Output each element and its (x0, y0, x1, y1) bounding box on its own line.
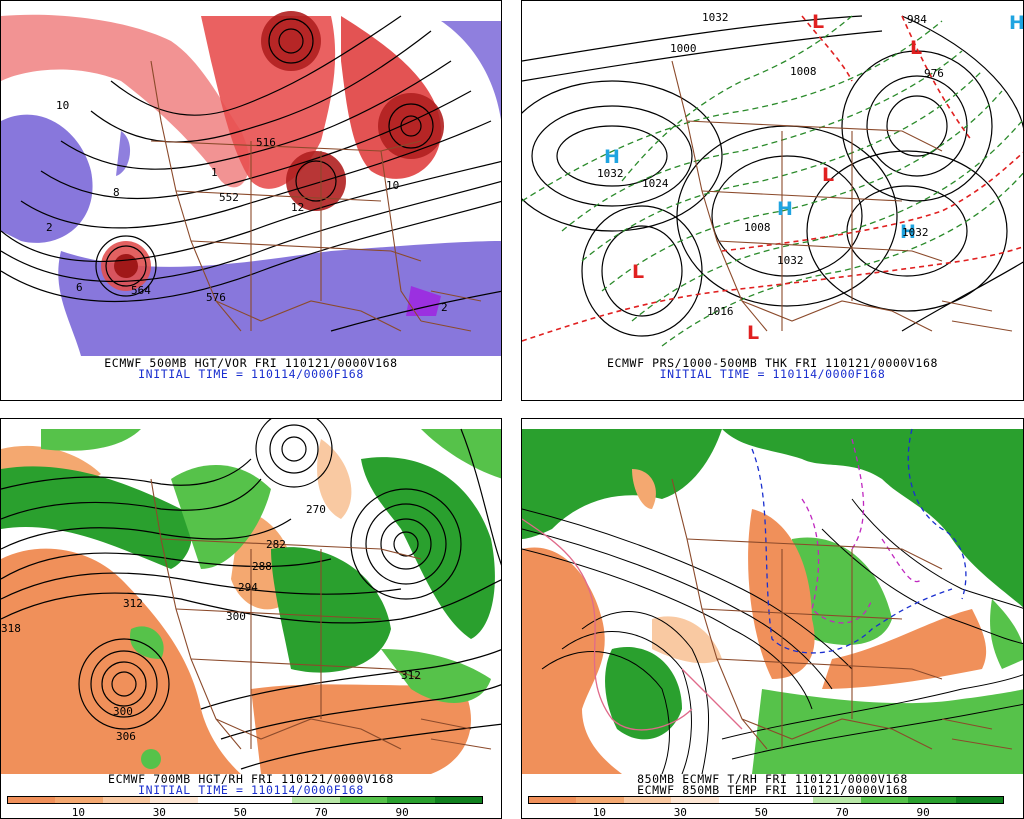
colorbar-swatch (8, 797, 56, 803)
colorbar-tick: 10 (71, 806, 86, 819)
map-label: 564 (131, 284, 151, 297)
low-pressure-marker: L (812, 11, 824, 33)
height-label: 270 (306, 503, 326, 516)
height-label: 294 (238, 581, 258, 594)
isobar-label: 1016 (707, 305, 734, 318)
colorbar-swatch (102, 797, 151, 803)
colorbar-swatch (860, 797, 909, 803)
high-pressure-marker: H (900, 221, 916, 243)
colorbar-tick: 50 (754, 806, 768, 819)
colorbar-swatch (576, 797, 624, 803)
colorbar-swatch (718, 797, 767, 803)
colorbar-swatch (197, 797, 246, 803)
colorbar-ticks: 10 30 50 70 90 (7, 806, 483, 818)
panel-500mb-hgt-vor: 10 8 2 6 564 576 552 516 12 2 1 10 ECMWF… (0, 0, 502, 401)
high-pressure-marker: H (777, 198, 793, 220)
isobar-label: 984 (907, 13, 927, 26)
map-label: 12 (291, 201, 304, 214)
colorbar-tick: 10 (592, 806, 607, 819)
map-label: 516 (256, 136, 276, 149)
map-label: 8 (113, 186, 120, 199)
map-label: 10 (56, 99, 69, 112)
map-label: 576 (206, 291, 226, 304)
map-label: 2 (46, 221, 53, 234)
panel-caption: ECMWF 700MB HGT/RH FRI 110121/0000V168 (108, 772, 394, 786)
isobar-label: 1032 (777, 254, 804, 267)
colorbar-swatch (387, 797, 435, 803)
height-label: 300 (226, 610, 246, 623)
high-pressure-marker: H (1009, 12, 1024, 34)
low-pressure-marker: L (910, 37, 922, 59)
panel-initial-time: INITIAL TIME = 110114/0000F168 (138, 367, 364, 381)
height-label: 318 (1, 622, 21, 635)
panel-prs-thickness: H H H H L L L L L 1032 1024 1000 1008 10… (521, 0, 1024, 401)
rh-colorbar (7, 796, 483, 804)
isobar-label: 1032 (597, 167, 624, 180)
colorbar-tick: 30 (673, 806, 687, 819)
isobar-label: 1024 (642, 177, 669, 190)
colorbar-swatch (55, 797, 103, 803)
colorbar-swatch (339, 797, 388, 803)
colorbar-swatch (150, 797, 198, 803)
height-label: 288 (252, 560, 272, 573)
isobar-label: 976 (924, 67, 944, 80)
panel-850mb-t-rh: 850MB ECMWF T/RH FRI 110121/0000V168 ECM… (521, 418, 1024, 819)
colorbar-swatch (434, 797, 483, 803)
panel-caption: ECMWF 500MB HGT/VOR FRI 110121/0000V168 (104, 356, 398, 370)
colorbar-swatch (623, 797, 672, 803)
colorbar-tick: 50 (233, 806, 247, 819)
colorbar-swatch (766, 797, 814, 803)
isobar-label: 1032 (902, 226, 929, 239)
map-500mb: 10 8 2 6 564 576 552 516 12 2 1 10 (1, 1, 501, 356)
colorbar-tick: 90 (395, 806, 409, 819)
isobar-label: 1000 (670, 42, 697, 55)
colorbar-swatch (671, 797, 719, 803)
colorbar-tick: 90 (916, 806, 930, 819)
colorbar-ticks: 10 30 50 70 90 (528, 806, 1004, 818)
map-label: 2 (441, 301, 448, 314)
high-pressure-marker: H (604, 146, 620, 168)
height-label: 300 (113, 705, 133, 718)
panel-initial-time: INITIAL TIME = 110114/0000F168 (138, 783, 364, 797)
low-pressure-marker: L (747, 322, 759, 344)
map-label: 10 (386, 179, 399, 192)
map-700mb: 312 300 306 294 288 282 300 312 318 270 (1, 419, 501, 774)
height-label: 282 (266, 538, 286, 551)
isobar-label: 1032 (702, 11, 729, 24)
panel-caption-secondary: ECMWF 850MB TEMP FRI 110121/0000V168 (637, 783, 908, 797)
panel-caption: 850MB ECMWF T/RH FRI 110121/0000V168 (637, 772, 908, 786)
panel-initial-time: INITIAL TIME = 110114/0000F168 (659, 367, 886, 381)
colorbar-swatch (529, 797, 577, 803)
rh-colorbar (528, 796, 1004, 804)
map-pressure-thickness: H H H H L L L L L 1032 1024 1000 1008 10… (522, 1, 1024, 356)
low-pressure-marker: L (632, 261, 644, 283)
low-pressure-marker: L (822, 164, 834, 186)
height-label: 306 (116, 730, 136, 743)
height-label: 312 (401, 669, 421, 682)
colorbar-swatch (292, 797, 340, 803)
isobar-label: 1008 (790, 65, 817, 78)
panel-caption: ECMWF PRS/1000-500MB THK FRI 110121/0000… (606, 356, 939, 370)
colorbar-swatch (955, 797, 1004, 803)
map-label: 1 (211, 166, 218, 179)
isobar-label: 1008 (744, 221, 771, 234)
colorbar-tick: 30 (152, 806, 166, 819)
colorbar-swatch (245, 797, 293, 803)
map-label: 552 (219, 191, 239, 204)
colorbar-tick: 70 (835, 806, 849, 819)
map-850mb (522, 419, 1023, 774)
height-label: 312 (123, 597, 143, 610)
panel-700mb-hgt-rh: 312 300 306 294 288 282 300 312 318 270 … (0, 418, 502, 819)
map-label: 6 (76, 281, 83, 294)
colorbar-swatch (908, 797, 956, 803)
colorbar-swatch (813, 797, 861, 803)
colorbar-tick: 70 (314, 806, 328, 819)
